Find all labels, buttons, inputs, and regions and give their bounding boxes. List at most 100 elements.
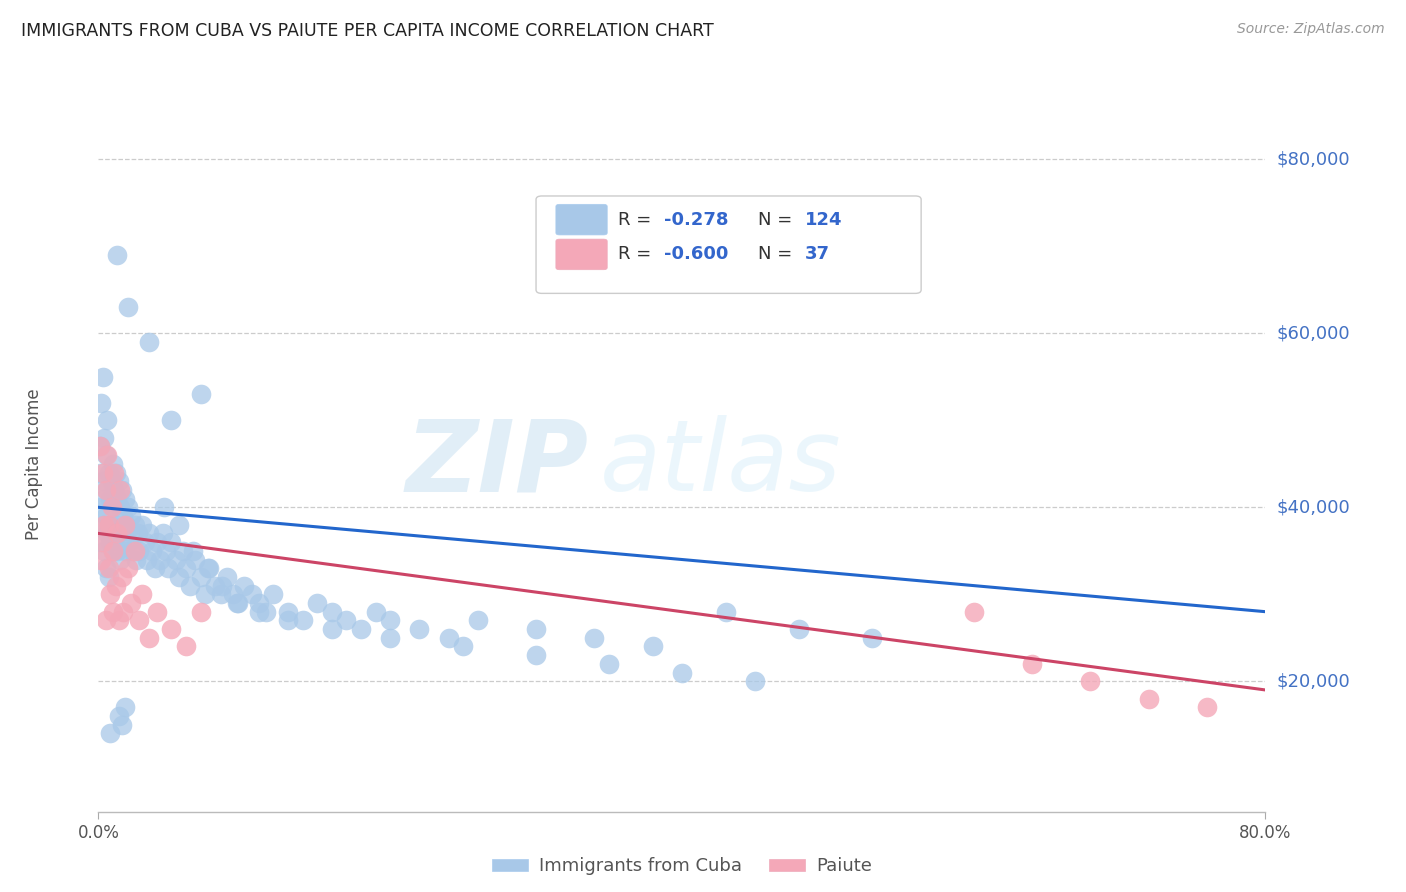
Point [228,596,250,610]
Point [307,596,329,610]
Point [104,466,127,480]
Point [93,543,115,558]
Point [321,622,343,636]
Point [108,475,131,489]
Point [524,622,547,636]
Point [97,517,120,532]
Point [160,413,183,427]
Point [105,491,128,506]
Text: IMMIGRANTS FROM CUBA VS PAIUTE PER CAPITA INCOME CORRELATION CHART: IMMIGRANTS FROM CUBA VS PAIUTE PER CAPIT… [21,22,714,40]
Point [172,543,194,558]
Point [110,500,132,515]
Point [120,596,142,610]
Point [364,605,387,619]
Point [90,396,112,410]
Point [111,570,134,584]
Point [149,552,172,566]
Point [157,561,180,575]
Point [467,614,489,628]
Point [226,596,249,610]
Point [89,466,111,480]
Point [104,579,127,593]
Text: N =: N = [758,245,797,263]
Point [254,605,277,619]
Point [98,535,121,549]
FancyBboxPatch shape [555,204,607,235]
Point [114,491,136,506]
Point [114,543,136,558]
Point [598,657,620,671]
Point [100,475,122,489]
Point [100,500,122,515]
Point [93,491,115,506]
Point [90,535,112,549]
Point [97,561,120,575]
Point [152,526,174,541]
Point [583,631,606,645]
Point [165,552,187,566]
Text: $40,000: $40,000 [1277,499,1350,516]
Point [101,500,124,515]
Point [240,587,263,601]
Point [94,614,117,628]
Point [215,570,238,584]
Text: -0.600: -0.600 [665,245,728,263]
Point [1137,691,1160,706]
Point [120,508,142,523]
Point [174,640,197,654]
Point [143,561,166,575]
Point [91,535,114,549]
Point [247,596,270,610]
Text: Source: ZipAtlas.com: Source: ZipAtlas.com [1237,22,1385,37]
Point [124,543,146,558]
Point [97,570,120,584]
Point [127,526,149,541]
Point [110,552,132,566]
Point [89,440,111,453]
Point [104,517,127,532]
Point [101,605,124,619]
Point [101,543,124,558]
Point [121,526,143,541]
Text: 37: 37 [804,245,830,263]
Point [335,614,357,628]
Point [98,726,121,740]
Point [155,543,177,558]
Point [94,561,117,575]
Point [114,700,136,714]
Point [233,579,256,593]
Point [183,552,205,566]
Point [105,543,128,558]
Point [91,369,114,384]
Text: ZIP: ZIP [405,416,589,512]
Point [350,622,373,636]
Point [97,517,120,532]
Text: -0.278: -0.278 [665,211,728,228]
Point [111,535,134,549]
Point [101,543,124,558]
Point [112,508,135,523]
Point [190,605,212,619]
Point [93,517,115,532]
Point [98,587,121,601]
Text: atlas: atlas [600,416,842,512]
Point [524,648,547,662]
Point [221,587,243,601]
Point [96,483,118,497]
Point [138,334,160,349]
Text: $60,000: $60,000 [1277,325,1350,343]
Legend: Immigrants from Cuba, Paiute: Immigrants from Cuba, Paiute [485,850,879,883]
Point [179,579,201,593]
Point [93,431,115,445]
Point [146,605,169,619]
Point [91,475,114,489]
Point [744,674,766,689]
Point [204,579,226,593]
Point [181,543,204,558]
Point [138,631,160,645]
Point [378,614,402,628]
Point [134,535,156,549]
Point [117,301,139,315]
Point [90,500,112,515]
Point [90,552,112,566]
